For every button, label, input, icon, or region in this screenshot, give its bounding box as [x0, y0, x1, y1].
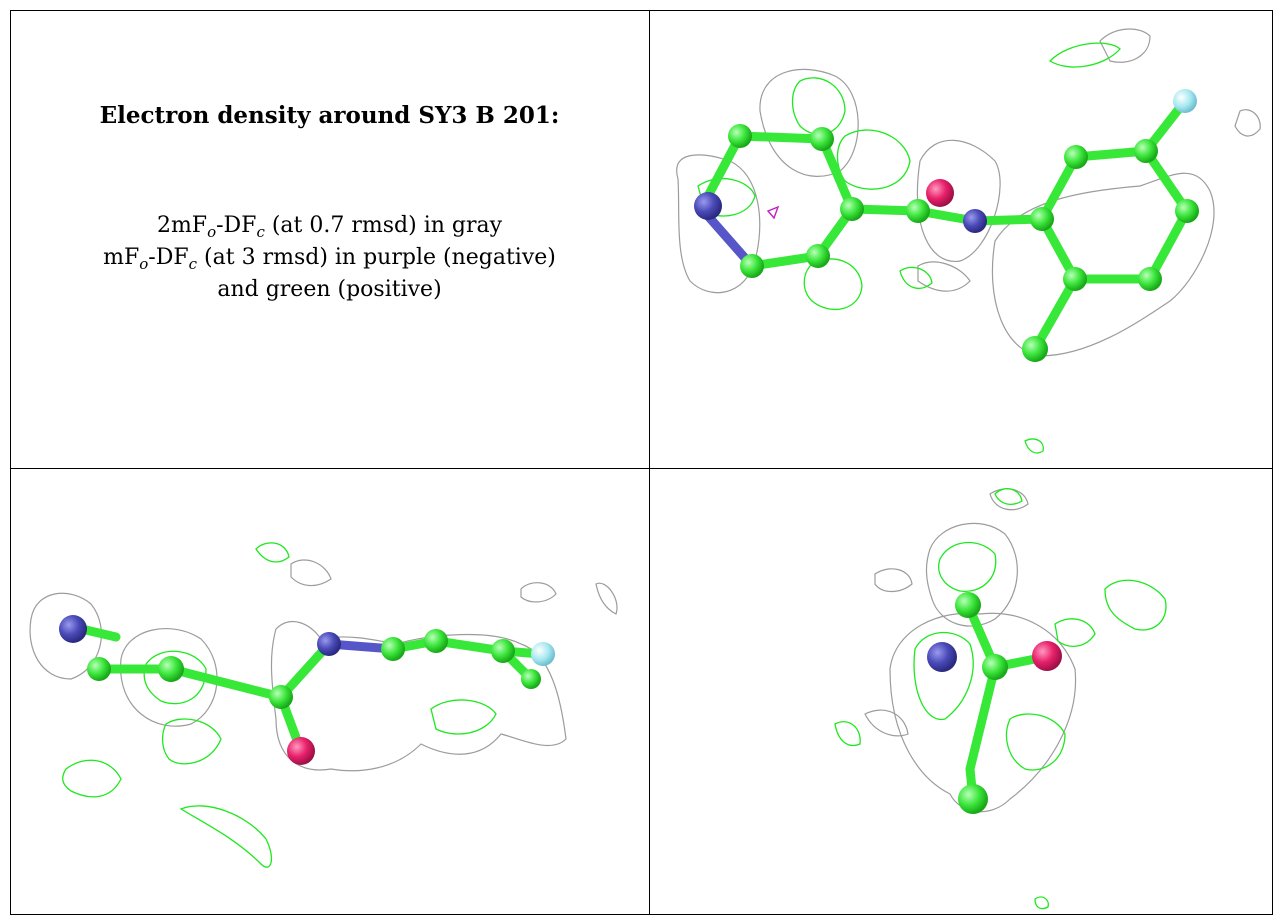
- density-green: [1054, 618, 1096, 647]
- atom-carbon: [982, 654, 1008, 680]
- density-green: [938, 541, 997, 592]
- atom-carbon: [424, 629, 448, 653]
- view-bottom-left: [11, 469, 649, 914]
- caption-line-green: and green (positive): [217, 277, 442, 302]
- density-gray: [1099, 28, 1151, 63]
- atom-carbon: [1063, 267, 1087, 291]
- atom-carbon: [810, 127, 834, 151]
- density-green: [791, 77, 846, 135]
- atom-carbon: [521, 669, 541, 689]
- atom-carbon: [955, 592, 981, 618]
- density-gray: [917, 261, 971, 292]
- atom-fluorine: [1173, 89, 1197, 113]
- density-green: [1048, 42, 1121, 68]
- column-divider: [649, 10, 650, 915]
- atom-carbon: [806, 244, 830, 268]
- density-green: [161, 718, 222, 765]
- density-render-top-right: [676, 28, 1261, 454]
- view-top-right: [650, 11, 1272, 468]
- density-render-bottom-right: [834, 488, 1167, 910]
- atom-carbon: [1064, 145, 1088, 169]
- caption-body: 2mFo-DFc (at 0.7 rmsd) in gray mFo-DFc (…: [10, 210, 649, 306]
- atom-carbon: [1030, 207, 1054, 231]
- density-gray: [759, 68, 859, 177]
- density-gray: [864, 709, 909, 737]
- view-bottom-right: [650, 469, 1272, 914]
- density-gray: [290, 559, 332, 587]
- atom-carbon: [840, 197, 864, 221]
- atom-carbon: [1175, 199, 1199, 223]
- caption-title: Electron density around SY3 B 201:: [99, 102, 560, 129]
- atom-carbon: [958, 784, 988, 814]
- atom-carbon: [1022, 336, 1048, 362]
- atom-carbon: [740, 254, 764, 278]
- atom-carbon: [87, 657, 111, 681]
- density-green: [1005, 713, 1066, 771]
- atom-carbon: [269, 685, 293, 709]
- density-gray: [29, 592, 102, 680]
- atom-fluorine: [531, 642, 555, 666]
- density-green: [836, 129, 911, 190]
- atom-oxygen: [1032, 641, 1062, 671]
- density-green: [62, 759, 122, 798]
- atom-carbon: [1134, 139, 1158, 163]
- density-green: [1024, 438, 1044, 454]
- caption-line-diff: mFo-DFc (at 3 rmsd) in purple (negative): [103, 245, 556, 273]
- density-gray: [520, 582, 557, 603]
- density-green: [899, 266, 933, 289]
- atom-carbon: [381, 637, 405, 661]
- bonds: [703, 96, 1192, 354]
- atom-oxygen: [926, 179, 954, 207]
- density-green: [803, 258, 863, 310]
- caption-line-gray: 2mFo-DFc (at 0.7 rmsd) in gray: [156, 213, 503, 241]
- atom-nitrogen: [963, 209, 987, 233]
- density-gray: [874, 568, 913, 593]
- density-green: [255, 542, 290, 563]
- density-gray: [1234, 109, 1261, 137]
- row-divider: [10, 468, 1273, 469]
- density-green: [430, 699, 497, 735]
- atom-carbon: [158, 656, 184, 682]
- density-gray: [595, 582, 618, 615]
- density-gray: [120, 628, 218, 727]
- density-green: [143, 650, 207, 705]
- figure-table: [10, 10, 1273, 915]
- density-green: [834, 721, 861, 747]
- atom-carbon: [491, 639, 515, 663]
- density-green: [913, 631, 974, 720]
- density-green: [1034, 896, 1049, 910]
- atom-carbon: [728, 124, 752, 148]
- density-green: [994, 488, 1023, 505]
- atom-nitrogen: [59, 615, 87, 643]
- density-render-bottom-left: [29, 542, 618, 868]
- atom-carbon: [1138, 267, 1162, 291]
- density-purple: [766, 205, 780, 220]
- atom-nitrogen: [317, 632, 341, 656]
- density-green: [179, 805, 273, 868]
- atom-nitrogen: [694, 192, 722, 220]
- caption-cell: Electron density around SY3 B 201: 2mFo-…: [10, 10, 649, 468]
- atom-oxygen: [287, 737, 315, 765]
- density-green: [1104, 579, 1167, 631]
- atom-carbon: [906, 199, 930, 223]
- atom-nitrogen: [927, 642, 957, 672]
- density-gray: [989, 488, 1029, 511]
